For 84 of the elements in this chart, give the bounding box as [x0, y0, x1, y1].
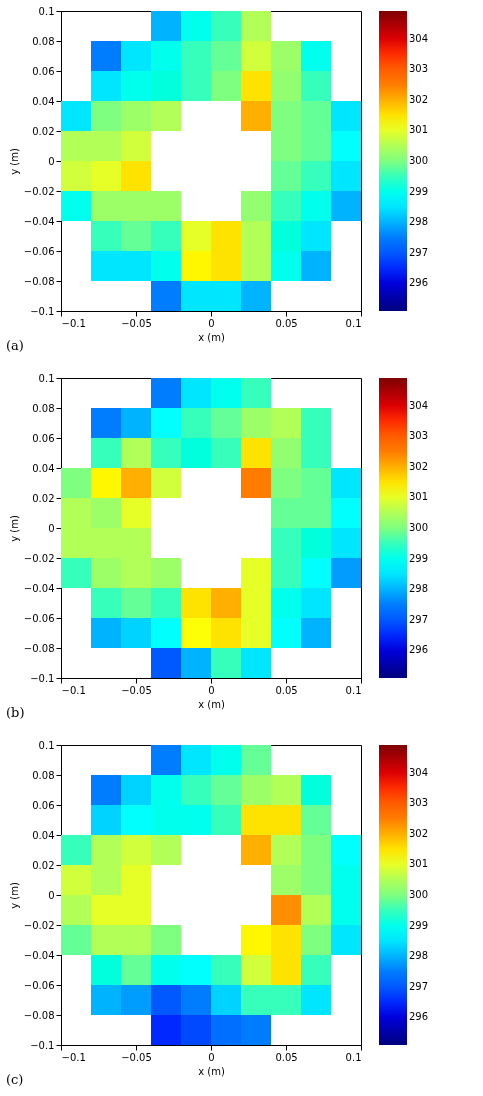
color-bar-label: 300 [409, 889, 429, 900]
y-tick-label: −0.08 [23, 642, 55, 654]
x-tick-label: 0 [208, 1051, 215, 1063]
x-tick-label: −0.05 [121, 684, 152, 696]
y-tick-label: 0.04 [32, 462, 55, 474]
color-bar-label: 297 [409, 613, 429, 625]
color-bar-label: 304 [409, 766, 429, 778]
color-bar-label: 301 [409, 491, 429, 503]
color-bar-label: 301 [409, 124, 429, 136]
y-tick-label: −0.02 [23, 185, 55, 197]
color-bar-label: 303 [409, 797, 429, 809]
color-bar-label: 302 [409, 93, 429, 105]
x-axis-title: x (m) [198, 331, 225, 343]
y-tick-label: 0.04 [32, 829, 55, 841]
y-tick-label: 0.06 [32, 799, 55, 811]
x-axis-title: x (m) [198, 698, 225, 710]
y-tick-label: 0.02 [32, 492, 55, 504]
y-tick-label: 0.08 [32, 402, 55, 414]
x-axis-title: x (m) [198, 1065, 225, 1077]
x-tick-label: −0.1 [61, 317, 86, 329]
y-tick-label: −0.08 [23, 275, 55, 287]
x-tick-label: 0.1 [345, 317, 362, 329]
y-tick-label: −0.1 [30, 305, 55, 317]
color-bar-label: 304 [409, 32, 429, 44]
y-tick-label: −0.04 [23, 582, 55, 594]
color-bar-label: 299 [409, 919, 429, 931]
y-tick-label: 0.1 [38, 372, 55, 384]
color-bar-label: 304 [409, 399, 429, 411]
x-tick-label: 0.1 [345, 1051, 362, 1063]
y-tick-label: 0.02 [32, 125, 55, 137]
y-tick-label: 0 [48, 155, 55, 167]
color-bar-label: 300 [409, 522, 429, 533]
color-bar-label: 300 [409, 155, 429, 166]
y-tick-label: 0.06 [32, 65, 55, 77]
y-tick-label: 0.08 [32, 769, 55, 781]
x-tick-label: −0.05 [121, 317, 152, 329]
text: (b) [6, 705, 25, 720]
y-tick-label: −0.04 [23, 215, 55, 227]
color-bar-label: 302 [409, 827, 429, 839]
y-tick-label: 0.1 [38, 739, 55, 751]
color-bar-label: 303 [409, 63, 429, 75]
y-tick-label: −0.1 [30, 1039, 55, 1051]
y-tick-label: −0.04 [23, 949, 55, 961]
text: (c) [6, 1072, 24, 1087]
color-bar-label: 298 [409, 950, 429, 962]
y-tick-label: 0.04 [32, 95, 55, 107]
x-tick-label: −0.05 [121, 1051, 152, 1063]
color-bar-label: 296 [409, 277, 429, 289]
y-axis-title: y (m) [8, 148, 20, 175]
color-bar-label: 302 [409, 460, 429, 472]
y-tick-label: 0.06 [32, 432, 55, 444]
y-tick-label: −0.06 [23, 612, 55, 624]
y-tick-label: 0.1 [38, 5, 55, 17]
color-bar-label: 299 [409, 552, 429, 564]
color-bar-label: 297 [409, 246, 429, 258]
y-tick-label: −0.02 [23, 919, 55, 931]
text: (a) [6, 338, 24, 353]
x-tick-label: −0.1 [61, 684, 86, 696]
y-tick-label: 0.08 [32, 35, 55, 47]
x-tick-label: 0.05 [275, 1051, 298, 1063]
x-tick-label: 0.05 [275, 317, 298, 329]
x-tick-label: 0.05 [275, 684, 298, 696]
y-tick-label: −0.1 [30, 672, 55, 684]
color-bar-label: 301 [409, 858, 429, 870]
x-tick-label: 0 [208, 684, 215, 696]
color-bar-label: 296 [409, 644, 429, 656]
y-tick-label: −0.06 [23, 979, 55, 991]
y-tick-label: −0.06 [23, 245, 55, 257]
color-bar-label: 299 [409, 185, 429, 197]
x-tick-label: 0.1 [345, 684, 362, 696]
y-tick-label: −0.02 [23, 552, 55, 564]
x-tick-label: −0.1 [61, 1051, 86, 1063]
x-tick-label: 0 [208, 317, 215, 329]
color-bar-label: 298 [409, 216, 429, 228]
y-axis-title: y (m) [8, 515, 20, 542]
color-bar-label: 303 [409, 430, 429, 442]
y-tick-label: 0.02 [32, 859, 55, 871]
color-bar-label: 298 [409, 583, 429, 595]
y-tick-label: 0 [48, 889, 55, 901]
color-bar-label: 297 [409, 980, 429, 992]
y-axis-title: y (m) [8, 882, 20, 909]
color-bar-label: 296 [409, 1011, 429, 1023]
y-tick-label: −0.08 [23, 1009, 55, 1021]
y-tick-label: 0 [48, 522, 55, 534]
